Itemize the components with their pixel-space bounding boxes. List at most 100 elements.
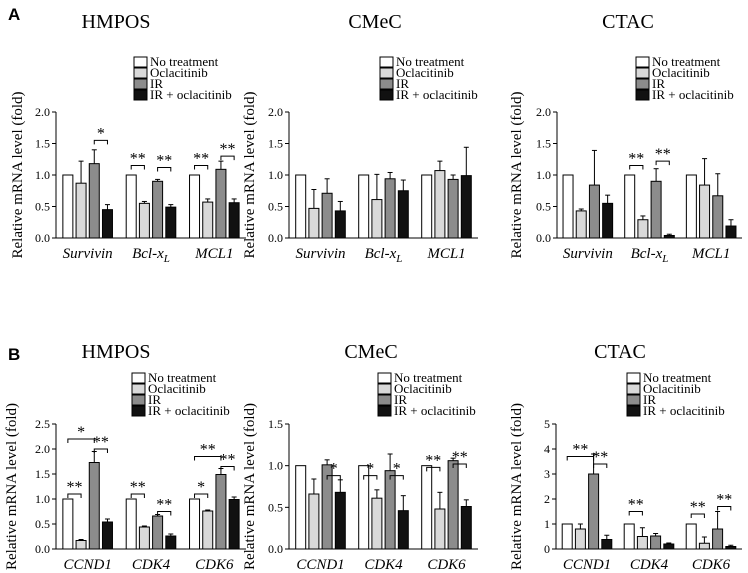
- chart-title: CMeC: [348, 11, 401, 33]
- category-label: Bcl-xL: [132, 246, 170, 265]
- legend-label: Oclacitinib: [396, 65, 454, 80]
- legend-label: Oclacitinib: [148, 381, 206, 396]
- legend-label: IR: [150, 76, 163, 91]
- significance-bracket: [566, 456, 595, 461]
- legend-label: Oclacitinib: [394, 381, 452, 396]
- bar: [574, 528, 586, 550]
- significance-label: **: [452, 449, 468, 466]
- significance-label: **: [193, 151, 209, 168]
- legend-label: IR + oclacitinib: [394, 403, 476, 418]
- significance-label: *: [77, 424, 85, 441]
- bar: [202, 201, 214, 239]
- bar: [602, 202, 614, 239]
- significance-label: **: [592, 449, 608, 466]
- category-label: Survivin: [296, 246, 346, 262]
- bar: [215, 474, 227, 550]
- significance-bracket: [130, 493, 145, 498]
- category-label: MCL1: [426, 246, 465, 262]
- y-tick-label: 5: [544, 417, 550, 431]
- y-tick-label: 2: [544, 492, 550, 506]
- significance-label: **: [628, 497, 644, 514]
- significance-label: **: [66, 479, 82, 496]
- y-axis-label: Relative mRNA level (fold): [509, 403, 525, 570]
- y-tick-label: 4: [544, 442, 550, 456]
- significance-bracket: [690, 513, 705, 518]
- y-axis-label: Relative mRNA level (fold): [242, 91, 258, 258]
- significance-bracket: [655, 160, 670, 166]
- chart-title: HMPOS: [82, 341, 151, 363]
- significance-bracket: [194, 165, 209, 170]
- significance-bracket: [220, 466, 235, 471]
- bar: [358, 465, 370, 550]
- bar: [623, 523, 635, 550]
- category-label: CDK4: [364, 557, 403, 573]
- bar: [712, 195, 724, 239]
- legend-swatch: [133, 78, 148, 90]
- bar: [371, 497, 383, 550]
- significance-label: **: [220, 141, 236, 158]
- category-label: MCL1: [194, 246, 233, 262]
- legend-label: IR: [394, 392, 407, 407]
- legend-swatch: [131, 394, 146, 406]
- legend-swatch: [379, 56, 394, 68]
- y-tick-label: 2.0: [536, 105, 551, 119]
- bar: [636, 536, 648, 550]
- bar: [460, 175, 472, 239]
- bar: [88, 163, 100, 239]
- bar: [575, 210, 587, 239]
- legend-label: No treatment: [652, 54, 721, 69]
- y-tick-label: 1.5: [268, 417, 283, 431]
- significance-bracket: [593, 463, 608, 468]
- legend-label: IR + oclacitinib: [652, 87, 734, 102]
- bar: [460, 506, 472, 550]
- significance-label: *: [393, 461, 401, 478]
- y-tick-label: 2.0: [35, 442, 50, 456]
- bar: [663, 543, 675, 550]
- bar: [371, 199, 383, 239]
- significance-bracket: [326, 475, 341, 480]
- bar: [152, 515, 164, 550]
- legend-label: Oclacitinib: [150, 65, 208, 80]
- chart-title: HMPOS: [82, 11, 151, 33]
- bar: [334, 491, 346, 550]
- significance-bracket: [67, 438, 95, 443]
- bar: [334, 210, 346, 239]
- legend-swatch: [377, 383, 392, 395]
- bar: [101, 209, 113, 239]
- category-label: Survivin: [563, 246, 613, 262]
- legend-swatch: [133, 67, 148, 79]
- legend-swatch: [635, 89, 650, 101]
- y-axis-label: Relative mRNA level (fold): [10, 91, 26, 258]
- bar: [101, 521, 113, 550]
- significance-bracket: [67, 493, 82, 498]
- significance-label: **: [200, 442, 216, 459]
- y-tick-label: 0.0: [35, 542, 50, 556]
- chart-title: CTAC: [594, 341, 646, 363]
- y-tick-label: 0.5: [268, 500, 283, 514]
- y-tick-label: 2.0: [35, 105, 50, 119]
- bar: [397, 510, 409, 550]
- significance-bracket: [452, 463, 467, 468]
- chart-title: CMeC: [344, 341, 397, 363]
- legend-swatch: [133, 89, 148, 101]
- significance-label: *: [366, 461, 374, 478]
- significance-label: **: [425, 452, 441, 469]
- bar: [725, 225, 737, 239]
- y-tick-label: 0.5: [536, 200, 551, 214]
- significance-bracket: [363, 475, 378, 480]
- bar: [62, 174, 74, 239]
- y-tick-label: 1.5: [35, 467, 50, 481]
- legend-swatch: [131, 383, 146, 395]
- legend-label: IR: [148, 392, 161, 407]
- significance-bracket: [426, 466, 441, 472]
- panel-letter-b: B: [8, 345, 20, 364]
- bar: [308, 207, 320, 239]
- significance-label: **: [220, 452, 236, 469]
- category-label: CDK6: [427, 557, 466, 573]
- legend-swatch: [635, 67, 650, 79]
- significance-bracket: [220, 155, 235, 161]
- legend-swatch: [131, 405, 146, 417]
- bar: [152, 180, 164, 239]
- bar: [138, 526, 150, 550]
